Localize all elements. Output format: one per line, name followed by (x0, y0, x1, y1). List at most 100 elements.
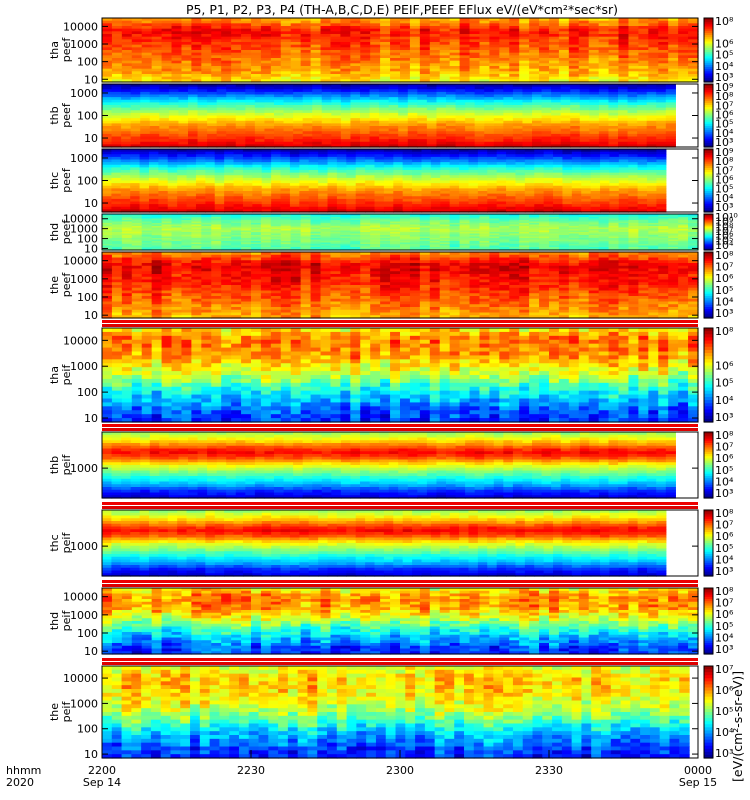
colorbar-tick-label: 10⁴ (715, 553, 734, 566)
y-axis-label: peef (60, 167, 73, 193)
y-axis-label: peif (60, 701, 73, 723)
mode-bar (102, 428, 698, 431)
colorbar-tick-label: 10⁵ (715, 118, 733, 131)
mode-bar (102, 506, 698, 509)
colorbar-tick-label: 10⁴ (715, 192, 734, 205)
colorbar-tick-label: 10⁶ (715, 684, 734, 697)
y-axis-label: thd (48, 223, 61, 241)
colorbar-tick-label: 10⁹ (715, 81, 733, 94)
panel-frame (101, 251, 699, 319)
y-tick-label: 100 (77, 110, 98, 123)
x-tick-date: Sep 15 (679, 776, 717, 789)
colorbar-tick-label: 10⁸ (715, 249, 734, 262)
mode-bar (102, 320, 698, 323)
colorbar-tick-label: 10³ (715, 136, 733, 149)
heatmap-cells (102, 18, 699, 83)
colorbar-tick-label: 10⁵ (715, 464, 733, 477)
colorbar-tick-label: 10³ (715, 643, 733, 656)
panel-tha-peif: 10000 1000 100 10 tha peif 10⁸ 10⁶ 10⁵ 10⁴ 10³ (48, 320, 734, 425)
colorbar-tick-label: 10³ (715, 487, 733, 500)
y-tick-label: 100 (77, 175, 98, 188)
y-tick-label: 1000 (70, 273, 98, 286)
y-tick-label: 100 (77, 291, 98, 304)
mode-bar (102, 424, 698, 427)
colorbar-tick-label: 10³ (715, 201, 733, 214)
colorbar-tick-label: 10⁸ (715, 429, 734, 442)
y-axis-label: peif (60, 532, 73, 554)
colorbar-tick-label: 10⁷ (715, 597, 733, 610)
y-axis-label: peef (60, 219, 73, 245)
y-axis-label: tha (48, 41, 61, 59)
colorbar-tick-label: 10³ (715, 565, 733, 578)
colorbar-tick-label: 10⁷ (715, 261, 733, 274)
heatmap-cells (102, 149, 667, 213)
colorbar-tick-label: 10⁷ (715, 99, 733, 112)
colorbar-tick-label: 10⁵ (715, 183, 733, 196)
heatmap-cells (102, 84, 676, 148)
panel-the-peif: 10000 1000 100 10 the peif 10⁷ 10⁶ 10⁵ 10⁴ 10³ (48, 658, 734, 761)
mode-bar (102, 580, 698, 583)
colorbar-tick-label: 10⁶ (715, 37, 734, 50)
y-axis-label: peif (60, 610, 73, 632)
y-tick-label: 10 (84, 242, 98, 255)
mode-bar (102, 662, 698, 665)
x-tick-label: 2200 (88, 764, 116, 777)
colorbar-tick-label: 10⁷ (715, 441, 733, 454)
colorbar-tick-label: 10⁹ (715, 146, 733, 159)
x-axis-label: 2020 (6, 776, 34, 789)
colorbar-tick-label: 10⁶ (715, 452, 734, 465)
colorbar-tick-label: 10⁶ (715, 230, 734, 243)
heatmap-cells (102, 328, 699, 423)
colorbar-tick-label: 10¹⁰ (715, 211, 738, 224)
colorbar-tick-label: 10⁵ (715, 377, 733, 390)
x-tick-date: Sep 14 (83, 776, 121, 789)
heatmap-cells (102, 252, 699, 319)
colorbar: 10⁷ 10⁶ 10⁵ 10⁴ 10³ (703, 663, 734, 760)
y-tick-label: 100 (77, 386, 98, 399)
y-tick-label: 10 (84, 197, 98, 210)
colorbar-tick-label: 10⁴ (715, 394, 734, 407)
colorbar-tick-label: 10⁵ (715, 49, 733, 62)
y-tick-label: 10000 (63, 255, 98, 268)
panel-frame (101, 587, 699, 655)
colorbar-tick-label: 10⁸ (715, 585, 734, 598)
x-tick-label: 0000 (684, 764, 712, 777)
heatmap-cells (102, 214, 699, 251)
y-tick-label: 1000 (70, 697, 98, 710)
panel-frame (101, 213, 699, 251)
panel-frame (101, 327, 699, 423)
colorbar-tick-label: 10⁴ (715, 60, 734, 73)
y-axis-label: the (48, 276, 61, 294)
colorbar-tick-label: 10⁸ (715, 325, 734, 338)
colorbar-tick-label: 10³ (715, 747, 733, 760)
y-tick-label: 100 (77, 627, 98, 640)
y-tick-label: 10 (84, 645, 98, 658)
mode-bar (102, 584, 698, 587)
y-tick-label: 100 (77, 723, 98, 736)
colorbar-tick-label: 10⁵ (715, 284, 733, 297)
colorbar-tick-label: 10⁴ (715, 239, 734, 252)
colorbar-unit-label: [eV/(cm²-s-sr-eV)] (730, 671, 745, 782)
colorbar-tick-label: 10⁷ (715, 663, 733, 676)
colorbar-tick-label: 10³ (715, 71, 733, 84)
y-tick-label: 1000 (70, 87, 98, 100)
colorbar-tick-label: 10⁸ (715, 220, 734, 233)
colorbar-tick-label: 10⁸ (715, 155, 734, 168)
y-tick-label: 1000 (70, 223, 98, 236)
colorbar-tick-label: 10⁷ (715, 225, 733, 238)
y-tick-label: 1000 (70, 540, 98, 553)
y-tick-label: 1000 (70, 462, 98, 475)
colorbar-tick-label: 10⁴ (715, 127, 734, 140)
colorbar-tick-label: 10⁴ (715, 295, 734, 308)
